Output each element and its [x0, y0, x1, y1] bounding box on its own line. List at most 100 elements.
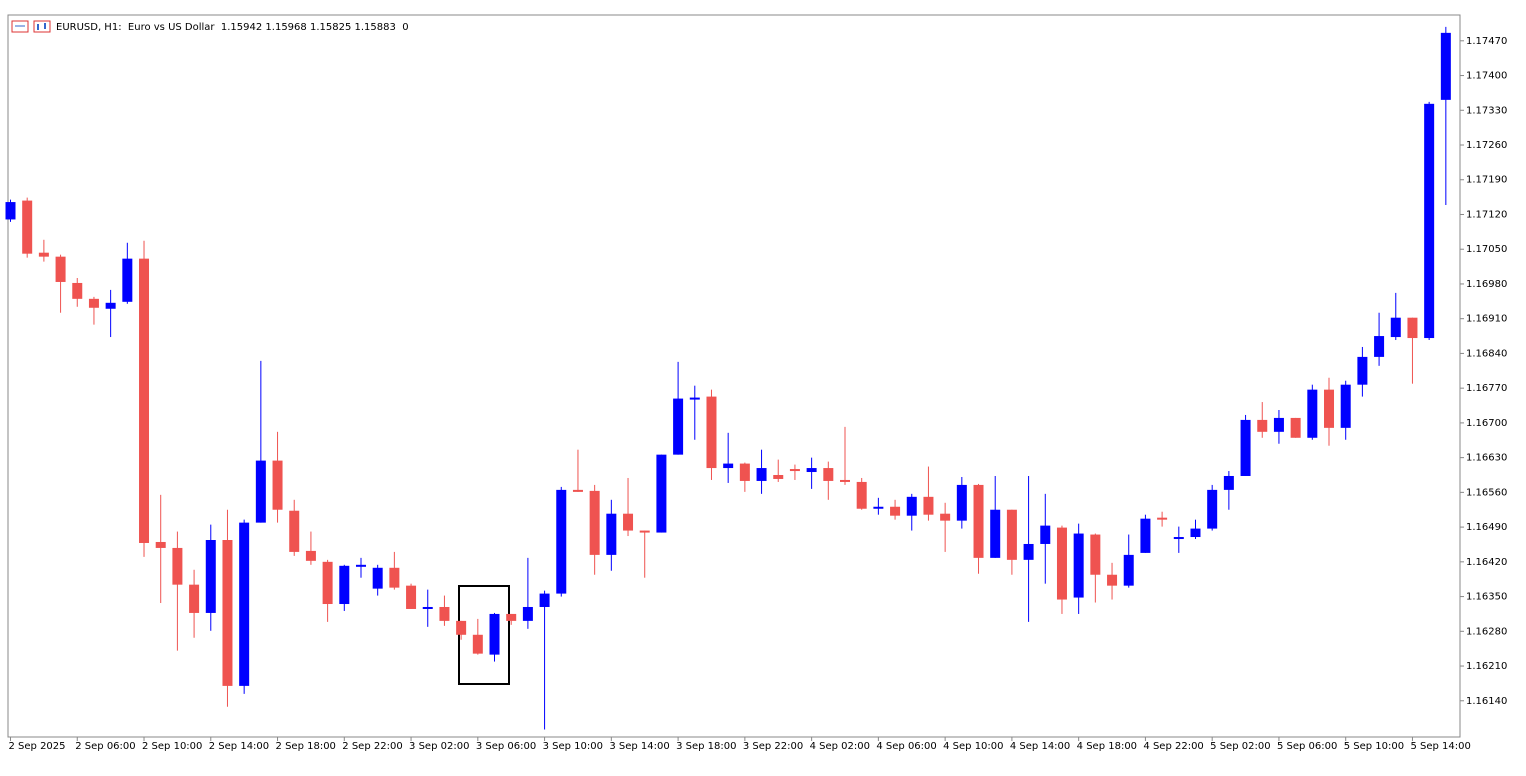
x-tick-label: 4 Sep 18:00	[1077, 741, 1137, 752]
candle-body	[1190, 528, 1201, 538]
candle-body	[355, 564, 366, 567]
candle-body	[1140, 518, 1151, 553]
x-tick-label: 3 Sep 10:00	[543, 741, 603, 752]
candle-body	[172, 547, 183, 585]
x-tick-label: 4 Sep 06:00	[876, 741, 936, 752]
candle-body	[656, 454, 667, 533]
candle-body	[239, 522, 250, 686]
candle-body	[1357, 356, 1368, 385]
candle-body	[105, 302, 116, 309]
y-tick-label: 1.17050	[1466, 244, 1507, 255]
plot-frame	[7, 14, 1461, 738]
candle-body	[973, 484, 984, 558]
candle-body	[139, 258, 150, 543]
candle-body	[522, 606, 533, 621]
candle-body	[539, 593, 550, 607]
candle-body	[1290, 417, 1301, 438]
candle-body	[606, 513, 617, 555]
candle-body	[1056, 527, 1067, 600]
candle-body	[1006, 509, 1017, 560]
x-tick-label: 3 Sep 18:00	[676, 741, 736, 752]
x-tick-label: 5 Sep 10:00	[1344, 741, 1404, 752]
candle-body	[1123, 554, 1134, 586]
highlight-box	[458, 585, 510, 685]
candle-body	[372, 567, 383, 589]
candle-body	[756, 468, 767, 481]
y-tick-label: 1.16700	[1466, 418, 1507, 429]
candle-body	[890, 506, 901, 516]
candle-body	[189, 584, 200, 613]
candle-body	[956, 484, 967, 521]
icon	[33, 20, 51, 33]
header-icons	[11, 20, 51, 33]
y-tick-label: 1.16560	[1466, 487, 1507, 498]
candle-body	[1424, 103, 1435, 339]
candle-body	[1173, 537, 1184, 540]
candle-body	[806, 468, 817, 473]
candle-body	[155, 541, 166, 548]
candle-body	[923, 496, 934, 515]
candle-body	[639, 530, 650, 533]
y-tick-label: 1.16280	[1466, 626, 1507, 637]
candle-body	[1374, 336, 1385, 357]
candle-body	[673, 398, 684, 455]
candle-body	[739, 463, 750, 481]
y-tick-label: 1.16420	[1466, 557, 1507, 568]
candle-body	[305, 550, 316, 561]
candle-body	[589, 490, 600, 555]
x-tick-label: 4 Sep 02:00	[810, 741, 870, 752]
candle-body	[623, 513, 634, 531]
x-tick-label: 3 Sep 14:00	[609, 741, 669, 752]
candle-body	[272, 460, 283, 510]
x-tick-label: 2 Sep 18:00	[276, 741, 336, 752]
y-tick-label: 1.16210	[1466, 661, 1507, 672]
candle-body	[222, 540, 233, 686]
candle-body	[840, 479, 850, 482]
x-tick-label: 4 Sep 22:00	[1143, 741, 1203, 752]
y-tick-label: 1.16840	[1466, 348, 1507, 359]
candle-body	[439, 606, 450, 621]
candle-body	[456, 620, 467, 635]
candle-body	[789, 469, 800, 472]
y-tick-label: 1.16140	[1466, 696, 1507, 707]
candle-body	[406, 585, 417, 609]
candle-body	[1257, 419, 1268, 432]
x-tick-label: 3 Sep 22:00	[743, 741, 803, 752]
x-tick-label: 4 Sep 14:00	[1010, 741, 1070, 752]
candle-body	[5, 202, 16, 220]
candle-body	[72, 282, 83, 299]
candle-body	[689, 397, 700, 400]
x-tick-label: 2 Sep 10:00	[142, 741, 202, 752]
candle-body	[773, 474, 784, 479]
candle-body	[1324, 389, 1335, 428]
candle-body	[255, 460, 266, 523]
x-tick-label: 3 Sep 06:00	[476, 741, 536, 752]
y-tick-label: 1.16980	[1466, 279, 1507, 290]
x-tick-label: 3 Sep 02:00	[409, 741, 469, 752]
candle-body	[1273, 417, 1284, 432]
candle-body	[339, 565, 350, 605]
candle-body	[906, 496, 917, 516]
y-tick-label: 1.17400	[1466, 71, 1507, 82]
candle-body	[1073, 533, 1084, 598]
candle-body	[1040, 525, 1051, 544]
x-tick-label: 2 Sep 22:00	[342, 741, 402, 752]
candle-body	[88, 298, 99, 308]
candle-body	[22, 200, 33, 254]
candle-body	[706, 396, 717, 469]
candle-body	[856, 481, 867, 509]
candle-body	[572, 489, 583, 492]
candle-body	[1390, 317, 1401, 338]
x-tick-label: 2 Sep 2025	[9, 741, 66, 752]
y-tick-label: 1.16630	[1466, 453, 1507, 464]
x-tick-label: 5 Sep 06:00	[1277, 741, 1337, 752]
candle-body	[1107, 574, 1118, 586]
candle-body	[823, 468, 834, 481]
x-tick-label: 5 Sep 02:00	[1210, 741, 1270, 752]
y-tick-label: 1.17120	[1466, 209, 1507, 220]
candle-body	[122, 258, 133, 302]
candle-body	[723, 463, 734, 469]
candle-body	[1207, 489, 1218, 529]
candle-body	[55, 256, 66, 282]
